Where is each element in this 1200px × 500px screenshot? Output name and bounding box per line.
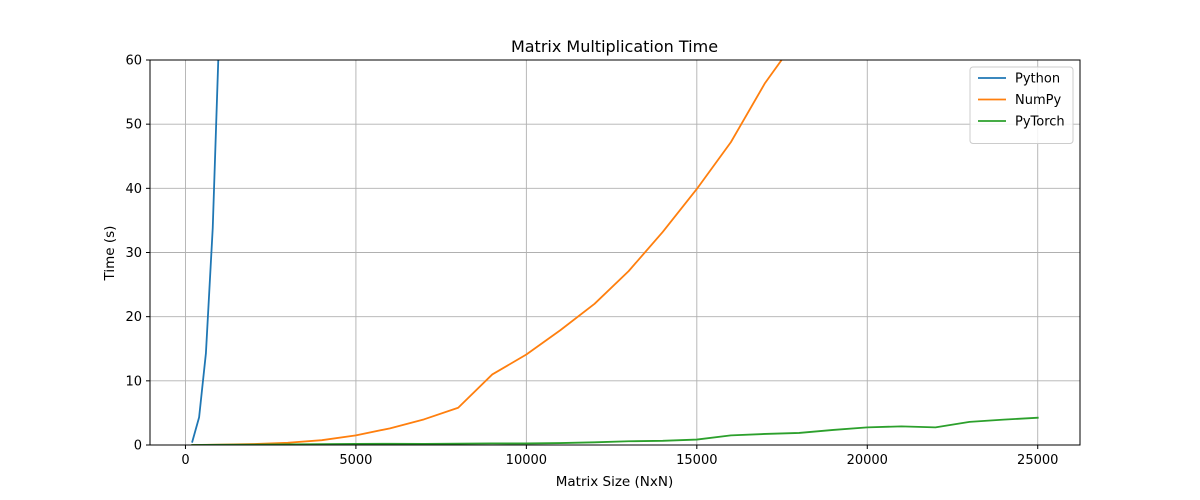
x-tick-label: 0 <box>181 453 189 468</box>
legend-box <box>969 66 1074 144</box>
x-tick-label: 10000 <box>506 453 547 468</box>
y-tick-label: 0 <box>134 439 142 454</box>
x-tick-label: 25000 <box>1017 453 1058 468</box>
series-lines <box>191 60 1039 445</box>
y-tick-label: 20 <box>125 310 142 325</box>
x-tick-label: 15000 <box>676 453 717 468</box>
series-line-pytorch <box>191 416 1039 445</box>
x-tick-label: 20000 <box>847 453 888 468</box>
y-tick-label: 10 <box>125 374 142 389</box>
series-line-python <box>191 60 220 443</box>
series-line-numpy <box>191 60 783 445</box>
y-tick-label: 60 <box>125 54 142 69</box>
legend-label-python: Python <box>1015 72 1060 87</box>
legend-label-numpy: NumPy <box>1015 93 1061 108</box>
y-tick-label: 40 <box>125 182 142 197</box>
x-axis-label: Matrix Size (NxN) <box>556 474 674 490</box>
legend-label-pytorch: PyTorch <box>1015 115 1065 130</box>
y-tick-label: 50 <box>125 118 142 133</box>
plot-area: 0 5000 10000 15000 20000 25000 0 10 20 30 40 50 60 Py… <box>125 54 1081 468</box>
y-tick-label: 30 <box>125 246 142 261</box>
chart-title: Matrix Multiplication Time <box>511 37 718 56</box>
legend: Python NumPy PyTorch <box>969 66 1074 144</box>
y-axis-label: Time (s) <box>102 226 118 282</box>
x-tick-label: 5000 <box>339 453 372 468</box>
